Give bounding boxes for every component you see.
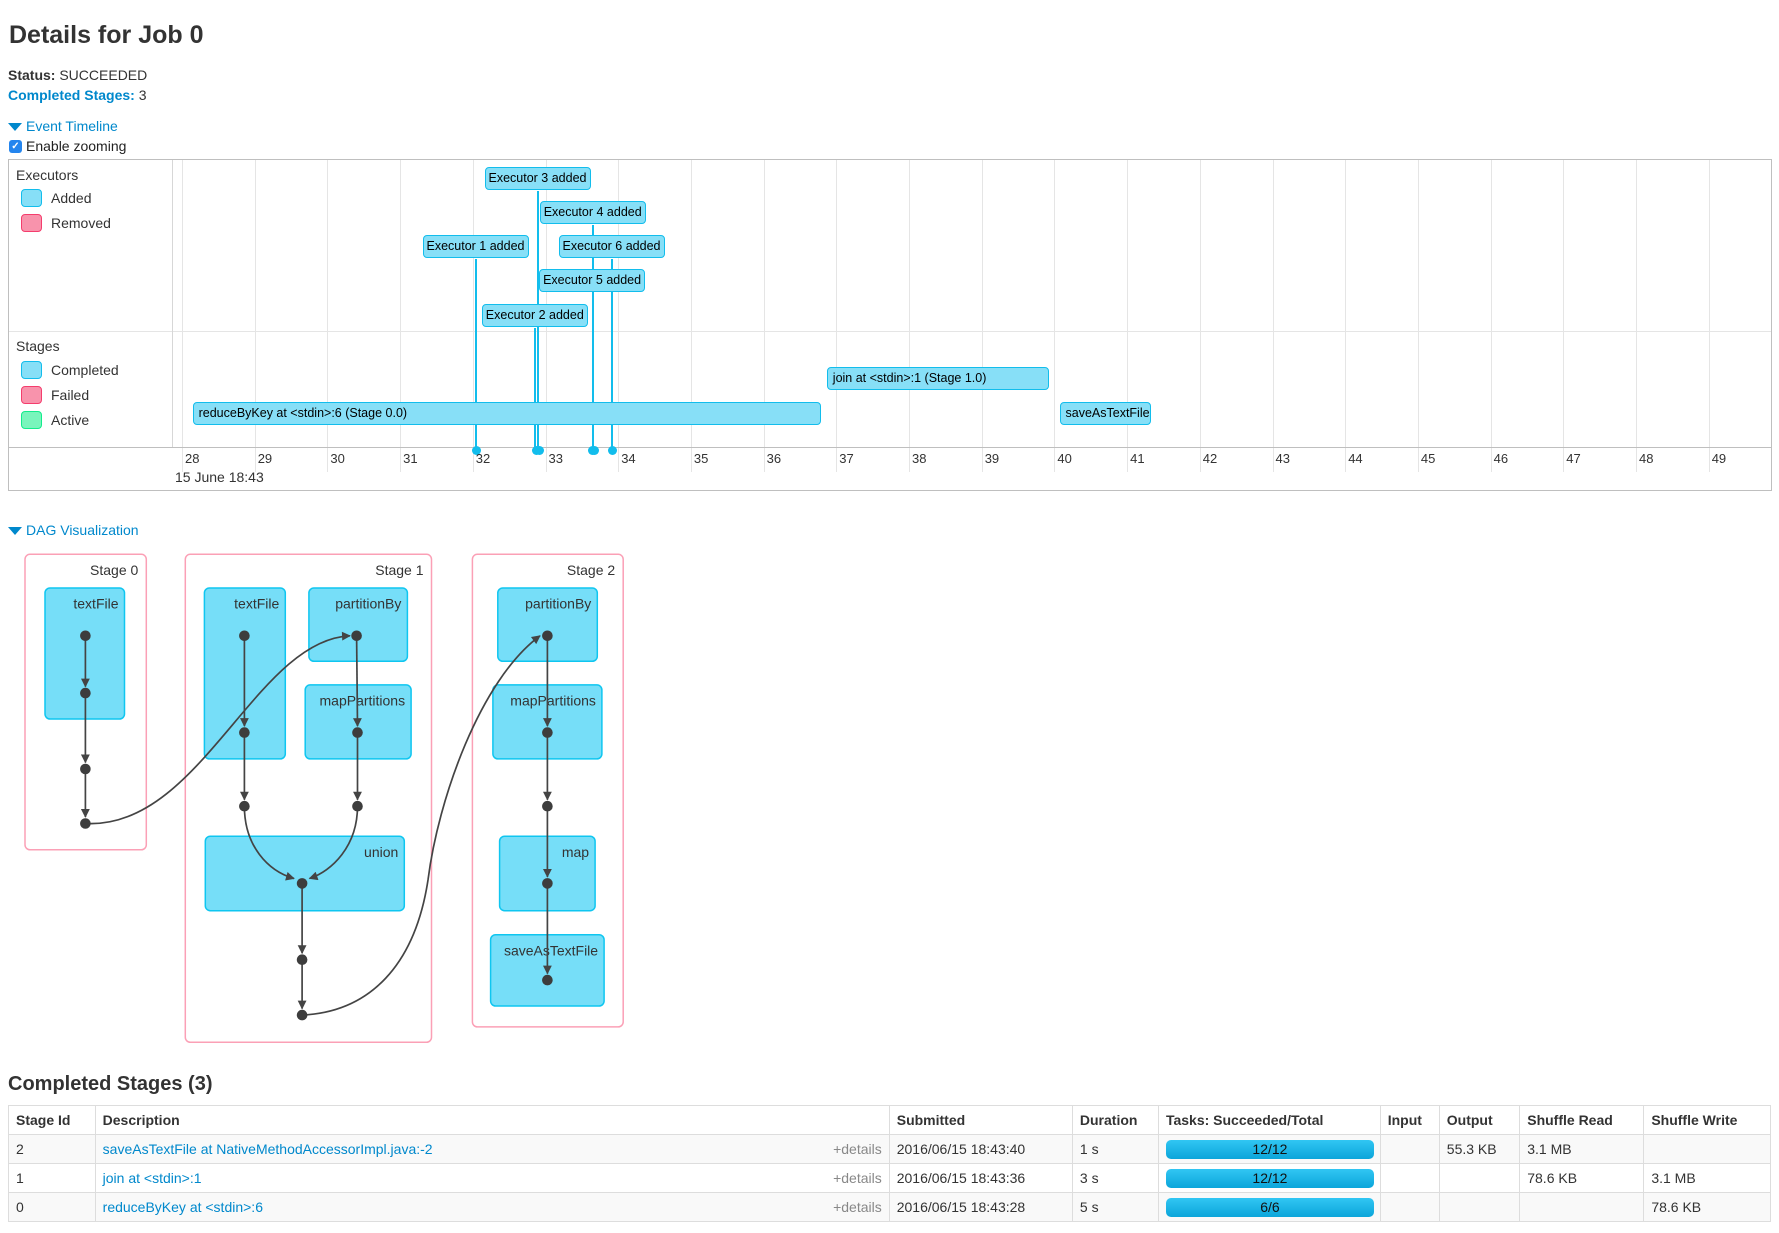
svg-text:partitionBy: partitionBy: [335, 596, 401, 612]
svg-text:saveAsTextFile: saveAsTextFile: [504, 942, 598, 958]
svg-text:Stage 0: Stage 0: [90, 562, 138, 578]
svg-text:mapPartitions: mapPartitions: [320, 692, 406, 708]
svg-text:union: union: [364, 844, 398, 860]
svg-text:Stage 1: Stage 1: [375, 562, 423, 578]
svg-text:Stage 2: Stage 2: [567, 562, 615, 578]
svg-text:textFile: textFile: [73, 596, 118, 612]
svg-text:textFile: textFile: [234, 596, 279, 612]
svg-text:mapPartitions: mapPartitions: [510, 692, 596, 708]
svg-text:partitionBy: partitionBy: [525, 596, 591, 612]
svg-text:map: map: [562, 844, 589, 860]
